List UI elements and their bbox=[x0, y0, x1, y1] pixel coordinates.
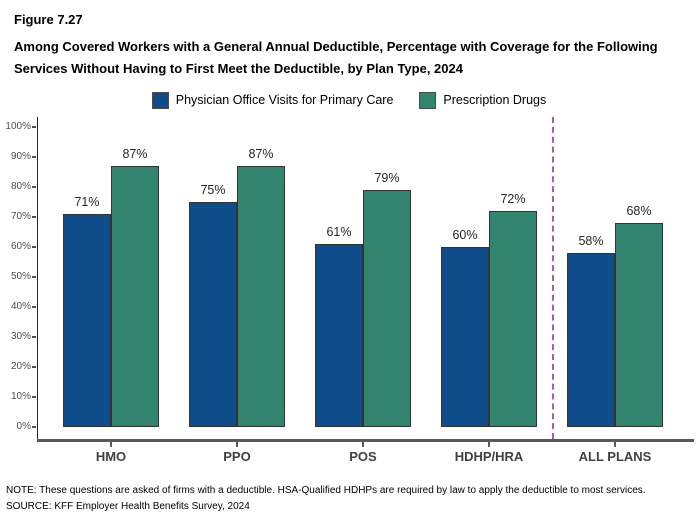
bar-value-label: 58% bbox=[578, 234, 604, 248]
bar-value-label: 75% bbox=[200, 183, 226, 197]
legend-swatch bbox=[419, 91, 437, 109]
legend-item: Physician Office Visits for Primary Care bbox=[151, 91, 394, 109]
figure-number: Figure 7.27 bbox=[14, 12, 83, 27]
bar bbox=[315, 244, 363, 427]
ytick-mark bbox=[31, 216, 36, 218]
bar bbox=[189, 202, 237, 427]
bar-value-label: 79% bbox=[374, 171, 400, 185]
legend-label: Prescription Drugs bbox=[443, 93, 547, 107]
legend-label: Physician Office Visits for Primary Care bbox=[175, 93, 394, 107]
ytick-mark bbox=[31, 396, 36, 398]
bar-value-label: 68% bbox=[626, 204, 652, 218]
bar-value-label: 71% bbox=[74, 195, 100, 209]
bar-chart: 0% 10% 20% 30% 40% 50% 60% 70% 80% 90% 100% 71% 87% H… bbox=[0, 113, 698, 468]
ytick-mark bbox=[31, 276, 36, 278]
ytick-label: 70% bbox=[10, 211, 31, 222]
bar bbox=[441, 247, 489, 427]
ytick-label: 10% bbox=[10, 391, 31, 402]
bar bbox=[615, 223, 663, 427]
ytick-label: 0% bbox=[16, 421, 31, 432]
bar bbox=[63, 214, 111, 427]
category-tick bbox=[362, 441, 364, 447]
ytick-label: 50% bbox=[10, 271, 31, 282]
bar-value-label: 60% bbox=[452, 228, 478, 242]
bar bbox=[489, 211, 537, 427]
chart-legend: Physician Office Visits for Primary Care… bbox=[0, 91, 698, 109]
category-label: POS bbox=[349, 449, 377, 464]
ytick-label: 30% bbox=[10, 331, 31, 342]
bar-value-label: 87% bbox=[248, 147, 274, 161]
chart-note: NOTE: These questions are asked of firms… bbox=[6, 485, 646, 496]
ytick-mark bbox=[31, 126, 36, 128]
separator-line bbox=[552, 117, 554, 439]
bar bbox=[363, 190, 411, 427]
category-tick bbox=[110, 441, 112, 447]
category-label: HMO bbox=[95, 449, 127, 464]
bar bbox=[567, 253, 615, 427]
category-tick bbox=[236, 441, 238, 447]
category-label: ALL PLANS bbox=[578, 449, 652, 464]
category-tick bbox=[614, 441, 616, 447]
ytick-mark bbox=[31, 306, 36, 308]
ytick-label: 80% bbox=[10, 181, 31, 192]
bar bbox=[111, 166, 159, 427]
ytick-label: 40% bbox=[10, 301, 31, 312]
figure-title: Among Covered Workers with a General Ann… bbox=[14, 39, 658, 76]
ytick-mark bbox=[31, 156, 36, 158]
ytick-mark bbox=[31, 336, 36, 338]
bar-value-label: 87% bbox=[122, 147, 148, 161]
legend-item: Prescription Drugs bbox=[419, 91, 547, 109]
ytick-label: 90% bbox=[10, 151, 31, 162]
chart-footnotes: NOTE: These questions are asked of firms… bbox=[0, 483, 698, 515]
ytick-mark bbox=[31, 186, 36, 188]
category-label: HDHP/HRA bbox=[454, 449, 524, 464]
bar-value-label: 61% bbox=[326, 225, 352, 239]
ytick-label: 20% bbox=[10, 361, 31, 372]
legend-swatch bbox=[151, 91, 169, 109]
bar bbox=[237, 166, 285, 427]
ytick-mark bbox=[31, 426, 36, 428]
ytick-label: 60% bbox=[10, 241, 31, 252]
category-tick bbox=[488, 441, 490, 447]
ytick-mark bbox=[31, 246, 36, 248]
bar-value-label: 72% bbox=[500, 192, 526, 206]
x-axis-line bbox=[36, 439, 694, 442]
ytick-label: 100% bbox=[5, 121, 31, 132]
figure-header: Figure 7.27 Among Covered Workers with a… bbox=[0, 0, 698, 80]
ytick-mark bbox=[31, 366, 36, 368]
chart-source: SOURCE: KFF Employer Health Benefits Sur… bbox=[6, 501, 250, 512]
y-axis-line bbox=[36, 117, 38, 442]
category-label: PPO bbox=[223, 449, 251, 464]
